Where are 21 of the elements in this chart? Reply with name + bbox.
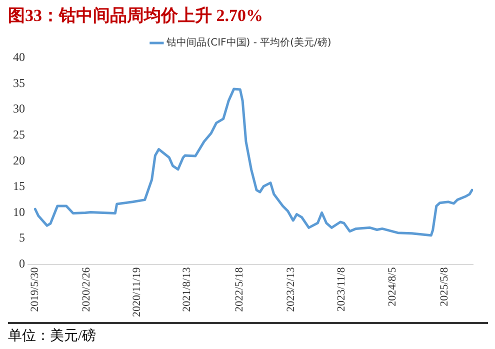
x-tick-label: 2023/11/8 [335, 266, 348, 312]
x-tick-label: 2022/5/18 [234, 266, 246, 312]
x-tick-label: 2020/2/26 [80, 266, 92, 312]
y-tick-label: 5 [19, 230, 25, 245]
y-tick-label: 40 [13, 50, 25, 64]
x-tick-label: 2025/5/8 [438, 266, 451, 306]
y-tick-label: 0 [19, 256, 25, 270]
legend-label: 钴中间品(CIF中国) - 平均价(美元/磅) [166, 36, 332, 49]
y-tick-label: 30 [13, 102, 25, 116]
x-tick-label: 2024/8/5 [386, 266, 398, 306]
y-tick-label: 10 [13, 204, 25, 219]
text: 单位：美元/磅 [8, 322, 488, 345]
x-tick-label: 2019/5/30 [29, 266, 42, 312]
x-tick-label: 2021/8/13 [181, 266, 194, 312]
y-tick-label: 25 [13, 128, 25, 142]
y-tick-label: 15 [13, 179, 25, 194]
x-tick-label: 2023/2/13 [284, 266, 297, 312]
chart-title: 图33：钴中间品周均价上升 2.70% [8, 5, 263, 27]
y-tick-label: 35 [13, 76, 25, 90]
x-tick-label: 2020/11/19 [130, 266, 143, 318]
y-tick-label: 20 [13, 153, 25, 168]
